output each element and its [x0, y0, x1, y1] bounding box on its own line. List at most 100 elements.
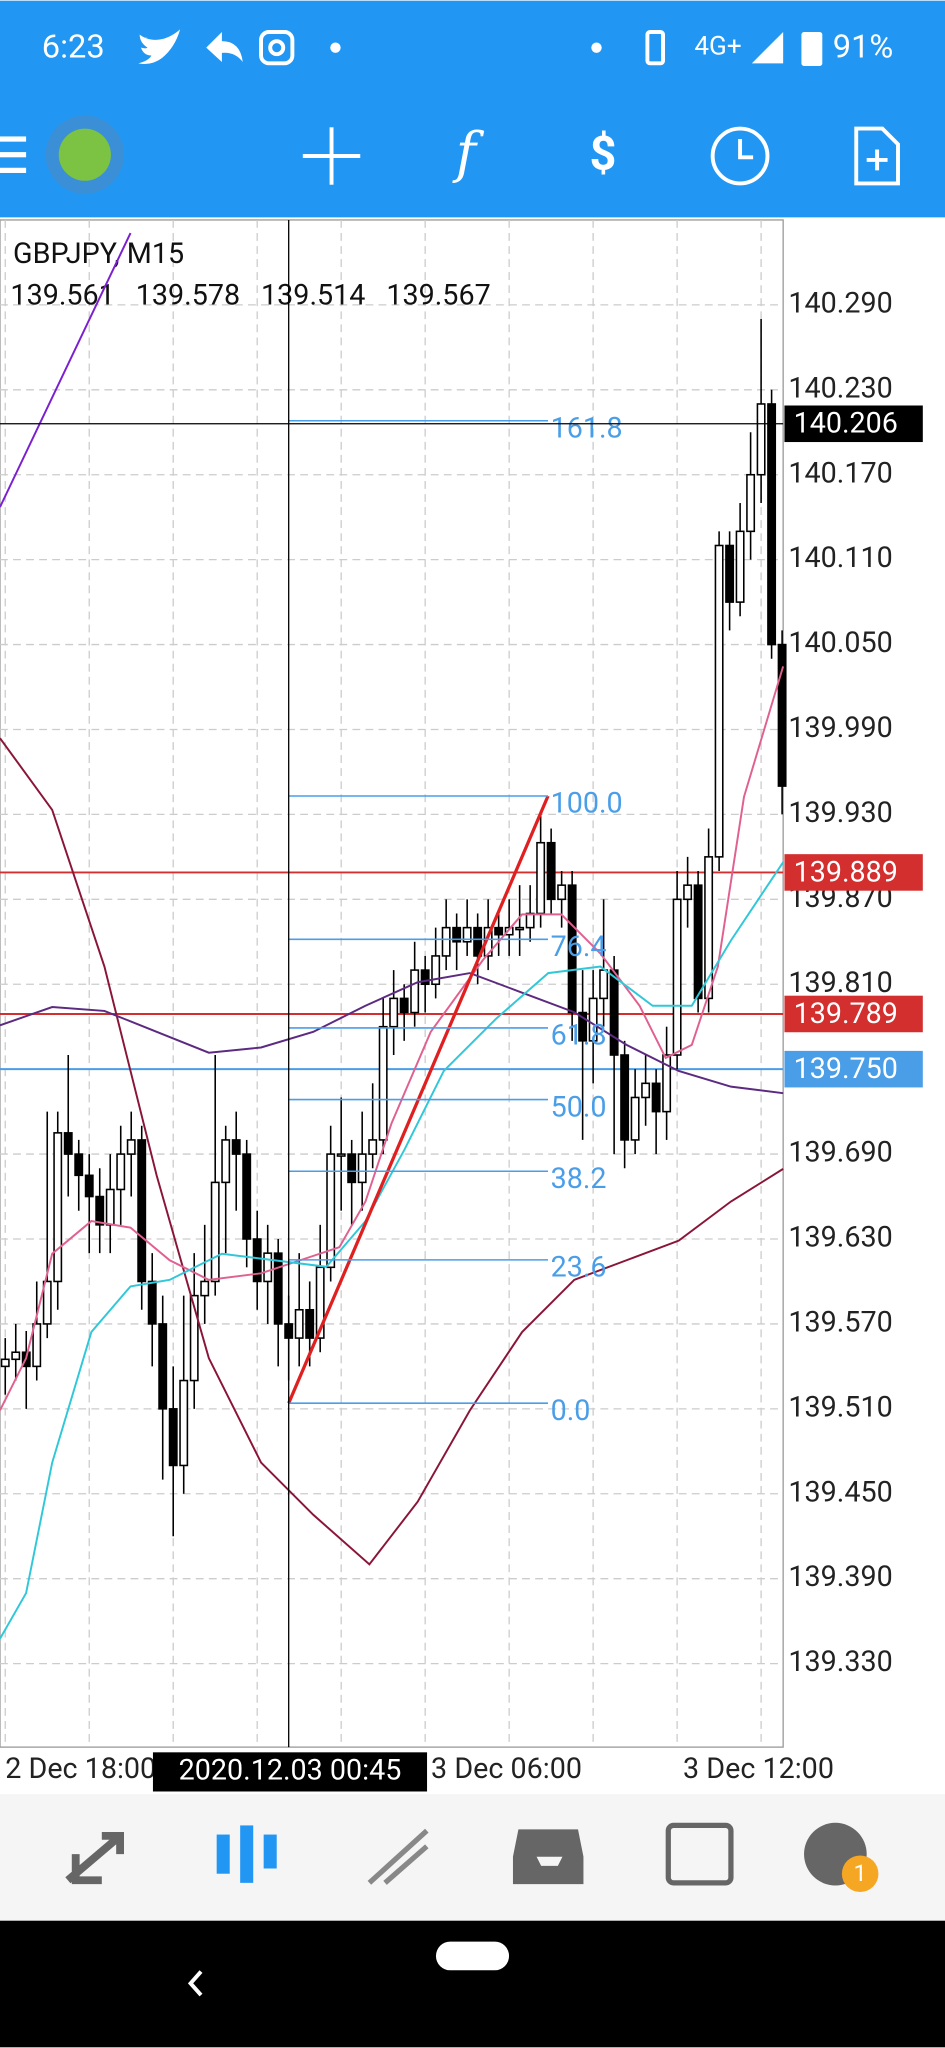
instagram-icon — [259, 30, 295, 66]
candle-body — [525, 912, 535, 929]
candle-body — [210, 1181, 220, 1283]
fib-label: 76.4 — [551, 930, 607, 964]
candle-body — [420, 969, 430, 986]
y-tick-label: 139.510 — [788, 1390, 892, 1424]
news-tab[interactable] — [665, 1822, 734, 1886]
history-tab[interactable] — [512, 1829, 584, 1885]
candle-body — [179, 1379, 189, 1467]
candle-body — [315, 1266, 325, 1339]
fib-label: 100.0 — [551, 787, 623, 821]
tab-bar — [0, 1794, 945, 1921]
reply-icon — [206, 32, 243, 63]
candle-body — [756, 403, 766, 476]
candle-body — [357, 1153, 367, 1184]
candle-body — [168, 1408, 178, 1467]
y-tick-label: 139.450 — [788, 1475, 892, 1509]
ma-fast — [0, 666, 785, 1411]
candle-body — [32, 1323, 42, 1368]
candle-body — [389, 997, 399, 1028]
candle-body — [126, 1139, 136, 1155]
menu-icon[interactable] — [0, 136, 27, 173]
app-bar — [0, 0, 945, 218]
y-tick-label: 139.990 — [788, 711, 892, 745]
candle-body — [74, 1153, 84, 1177]
battery-icon — [801, 32, 823, 66]
candle-body — [578, 1011, 588, 1042]
fib-label: 161.8 — [551, 411, 623, 445]
candle-body — [536, 841, 546, 915]
candle-body — [326, 1153, 336, 1269]
y-tick-label: 140.110 — [788, 541, 892, 575]
candle-body — [305, 1308, 315, 1339]
home-pill[interactable] — [435, 1941, 510, 1971]
ohlc-value: 139.561 — [10, 279, 114, 313]
candle-body — [735, 530, 745, 603]
ohlc-value: 139.578 — [136, 279, 240, 313]
battery: 91% — [833, 28, 894, 66]
candle-body — [189, 1294, 199, 1382]
candle-body — [662, 1054, 672, 1113]
candle-body — [777, 643, 787, 787]
candle-body — [557, 884, 567, 901]
indicators — [0, 232, 785, 1640]
price-tag-bg — [784, 995, 923, 1033]
trade-tab[interactable] — [367, 1828, 429, 1885]
candle-body — [704, 856, 714, 1000]
clock: 6:23 — [42, 28, 105, 66]
vibrate-icon — [645, 30, 666, 66]
price-tag-bg — [784, 854, 923, 891]
fib-label: 61.8 — [551, 1019, 607, 1053]
price-tag-bg — [784, 405, 923, 443]
ma-medium — [0, 972, 784, 1095]
period-hands — [738, 139, 754, 160]
candle-body — [137, 1139, 147, 1283]
x-tick-label: 3 Dec 12:00 — [683, 1752, 834, 1786]
candle-body — [620, 1054, 630, 1141]
y-tick-label: 139.930 — [788, 796, 892, 830]
candle-body — [672, 898, 682, 1056]
candle-body — [105, 1188, 115, 1226]
crosshair-time: 2020.12.03 00:45 — [179, 1753, 402, 1787]
chart-tab[interactable] — [216, 1825, 277, 1883]
candle-body — [693, 884, 703, 1000]
candle-body — [431, 955, 441, 986]
candle-body — [147, 1280, 157, 1325]
chat-badge: 1 — [854, 1859, 867, 1887]
candle-body — [473, 926, 483, 957]
crosshair-button[interactable] — [302, 127, 361, 185]
back-button[interactable] — [187, 1970, 203, 1997]
y-tick-label: 139.570 — [788, 1306, 892, 1340]
candle-body — [714, 544, 724, 858]
chart: 140.290 140.230 140.170 140.110 140.050 139.9… — [0, 219, 893, 1786]
nav-bar — [0, 1920, 945, 2048]
trade-button[interactable]: $ — [590, 127, 617, 182]
y-tick-label: 139.690 — [788, 1136, 892, 1170]
price-tag: 140.206 — [794, 407, 898, 441]
candle-body — [504, 926, 514, 936]
new-order-button[interactable] — [854, 126, 900, 186]
candle-body — [441, 926, 451, 957]
period-button[interactable] — [710, 126, 770, 186]
candle-body — [273, 1252, 283, 1325]
quotes-tab[interactable] — [65, 1831, 124, 1885]
fib-label: 50.0 — [551, 1090, 607, 1124]
chat-badge-bg — [841, 1855, 879, 1892]
candle-body — [221, 1139, 231, 1184]
chart-overlay: 161.8 100.0 76.4 61.8 50.0 38.2 23.6 0.0 2020.12… — [0, 219, 923, 1792]
candle-body — [399, 997, 409, 1014]
candle-body — [462, 926, 472, 943]
candle-body — [11, 1351, 21, 1361]
ma-slow — [0, 737, 784, 1566]
fib-label: 0.0 — [551, 1394, 591, 1428]
candle-body — [116, 1153, 126, 1191]
plot-area — [0, 219, 784, 1748]
y-tick-label: 139.330 — [788, 1645, 892, 1679]
app-logo-inner — [58, 128, 111, 181]
candle-body — [200, 1280, 210, 1297]
candle-body — [546, 841, 556, 901]
ma-band — [0, 861, 784, 1640]
y-tick-label: 140.290 — [788, 286, 892, 320]
trend-line-purple — [0, 232, 132, 508]
candle-body — [263, 1252, 273, 1283]
